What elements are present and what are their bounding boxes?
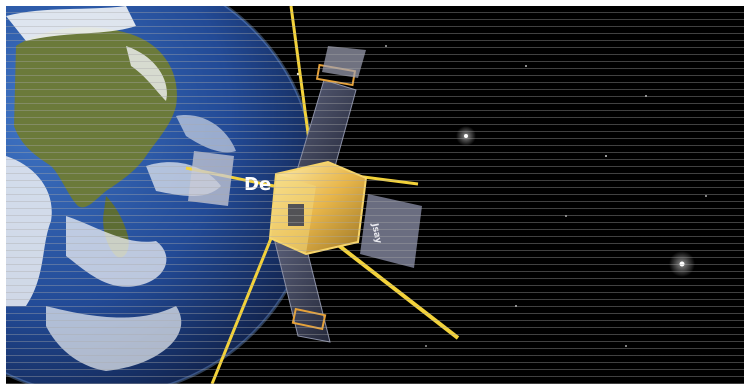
star [525,65,527,67]
star [605,155,607,157]
solar-panel-top-tip [322,46,366,78]
antenna-right [322,232,460,340]
star [425,345,427,347]
star [705,195,707,197]
panel-lettering-left: De [244,174,271,195]
star [515,305,517,307]
satellite [185,6,460,384]
earth [6,6,318,384]
star [464,134,468,138]
space-scene: De Jsay [6,6,707,384]
antenna-bottom [210,230,276,384]
star [385,45,387,47]
satellite-lens [288,204,304,226]
solar-panel-left [188,151,234,206]
star-field [296,45,707,347]
panel-frame-bottom [291,307,327,331]
solar-panel-right [360,194,422,268]
image-frame: De Jsay [6,6,744,384]
star [645,95,647,97]
star [625,345,627,347]
star [679,261,685,267]
star [565,215,567,217]
panel-lettering-right: Jsay [369,222,383,245]
